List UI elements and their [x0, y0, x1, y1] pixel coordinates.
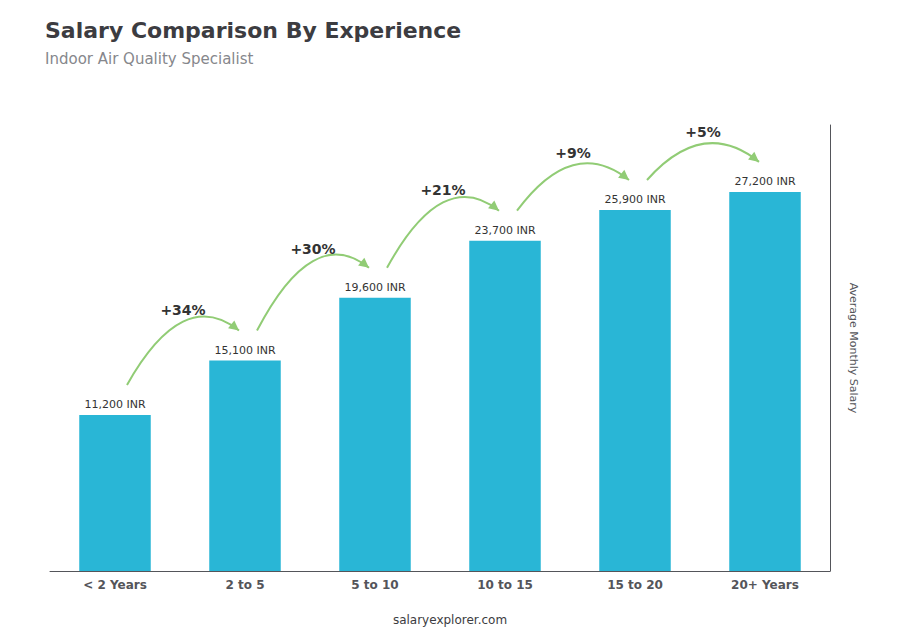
svg-text:+21%: +21%: [420, 182, 465, 198]
svg-text:27,200 INR: 27,200 INR: [734, 175, 795, 188]
svg-text:+9%: +9%: [555, 145, 591, 161]
svg-text:< 2 Years: < 2 Years: [83, 578, 147, 592]
svg-text:10 to 15: 10 to 15: [477, 578, 533, 592]
svg-text:+30%: +30%: [290, 241, 335, 257]
svg-text:11,200 INR: 11,200 INR: [84, 398, 145, 411]
svg-text:15,100 INR: 15,100 INR: [214, 344, 275, 357]
svg-text:19,600 INR: 19,600 INR: [344, 281, 405, 294]
svg-text:Salary Comparison By Experienc: Salary Comparison By Experience: [45, 18, 461, 43]
svg-text:5 to 10: 5 to 10: [351, 578, 398, 592]
svg-text:2 to 5: 2 to 5: [225, 578, 264, 592]
svg-text:20+ Years: 20+ Years: [731, 578, 799, 592]
svg-text:23,700 INR: 23,700 INR: [474, 224, 535, 237]
svg-text:15 to 20: 15 to 20: [607, 578, 663, 592]
svg-text:+5%: +5%: [685, 124, 721, 140]
svg-text:Indoor Air Quality Specialist: Indoor Air Quality Specialist: [45, 50, 254, 68]
svg-text:+34%: +34%: [160, 302, 205, 318]
svg-text:Average Monthly Salary: Average Monthly Salary: [847, 283, 860, 414]
svg-text:salaryexplorer.com: salaryexplorer.com: [393, 613, 507, 627]
svg-text:25,900 INR: 25,900 INR: [604, 193, 665, 206]
